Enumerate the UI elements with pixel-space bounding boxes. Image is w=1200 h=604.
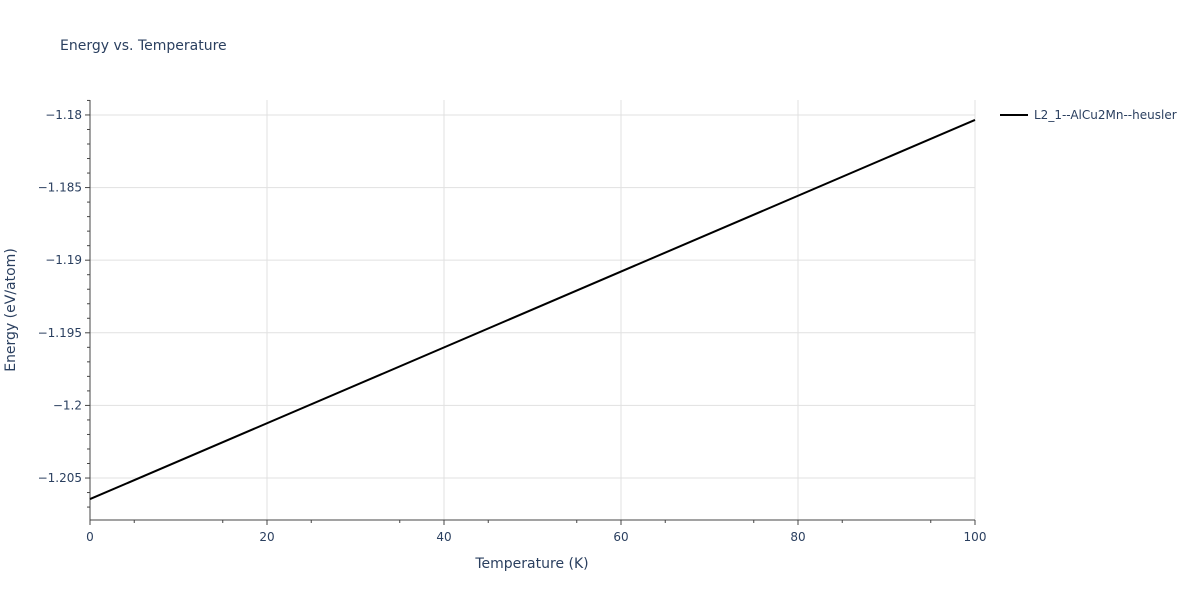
x-tick-label: 20 <box>259 530 274 544</box>
x-tick-label: 80 <box>790 530 805 544</box>
axes: 0 20 40 60 80 100 −1.18 −1.185 −1.19 −1.195 −1.2 −1… <box>38 99 987 544</box>
y-tick-label: −1.185 <box>38 181 82 195</box>
legend[interactable]: L2_1--AlCu2Mn--heusler <box>1000 108 1177 122</box>
y-tick-label: −1.2 <box>53 398 82 412</box>
x-tick-label: 0 <box>86 530 94 544</box>
y-tick-label: −1.195 <box>38 326 82 340</box>
gridlines <box>90 100 976 520</box>
x-tick-label: 60 <box>613 530 628 544</box>
y-tick-label: −1.18 <box>45 108 82 122</box>
chart-title: Energy vs. Temperature <box>60 38 227 54</box>
x-axis-label: Temperature (K) <box>474 556 588 572</box>
x-tick-label: 100 <box>964 530 987 544</box>
legend-label[interactable]: L2_1--AlCu2Mn--heusler <box>1034 108 1177 122</box>
y-tick-label: −1.205 <box>38 471 82 485</box>
series-group <box>89 118 976 501</box>
y-axis-label: Energy (eV/atom) <box>3 248 19 372</box>
x-tick-label: 40 <box>436 530 451 544</box>
series-line <box>89 118 976 501</box>
y-tick-label: −1.19 <box>45 253 82 267</box>
